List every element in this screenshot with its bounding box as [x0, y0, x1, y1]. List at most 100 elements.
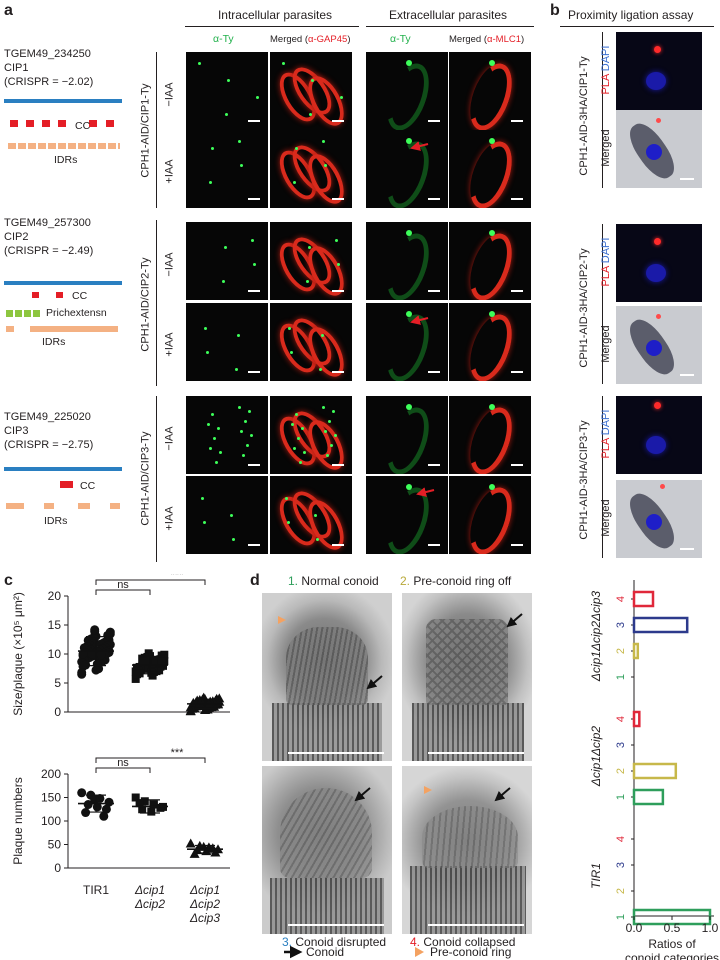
green-dot: [291, 423, 294, 426]
data-point: [156, 803, 165, 812]
green-dot: [303, 451, 306, 454]
y-tick-label: 20: [48, 589, 62, 603]
green-dot: [211, 413, 214, 416]
conoid-group-1: Δcip1Δcip2Δcip3 4 3 2 1: [589, 591, 689, 682]
pla-dot: [654, 238, 661, 245]
green-dot: [489, 60, 495, 66]
micrograph-r1-c2: [270, 52, 352, 130]
green-dot: [240, 430, 243, 433]
y-tick-label: 100: [41, 814, 61, 828]
pla-image-1: [616, 32, 702, 110]
green-dot: [321, 334, 324, 337]
green-dot: [288, 327, 291, 330]
green-dot: [316, 538, 319, 541]
green-dot: [489, 138, 495, 144]
plaque-chart-1: 0 5 10 15 20 Size/plaque (×10⁵ μm²) ns ***: [11, 574, 230, 719]
dapi-text: DAPI: [600, 45, 612, 75]
gene-3-id: TGEM49_225020: [4, 411, 91, 423]
legend-preconoid-label: Pre-conoid ring: [430, 945, 512, 959]
dapi-text: DAPI: [600, 237, 612, 267]
data-point: [83, 800, 93, 810]
scale-bar: [428, 371, 440, 373]
col-header-alpha-ty-1: α-Ty: [213, 33, 234, 45]
green-dot: [306, 280, 309, 283]
data-point: [77, 667, 87, 677]
y-tick-label: 10: [48, 647, 62, 661]
x-tick-label: 0.5: [664, 921, 681, 935]
pla-dot: [654, 402, 661, 409]
gene-2-name: CIP2: [4, 231, 29, 243]
green-dot: [309, 113, 312, 116]
pla-merged-label-1: Merged: [600, 129, 612, 167]
gene-2-cc-label: CC: [72, 290, 88, 302]
gene-1-idr-domains: [8, 143, 120, 149]
em-scalebar-1: [288, 752, 384, 754]
scale-bar: [248, 544, 260, 546]
green-dot: [328, 420, 331, 423]
green-dot: [335, 239, 338, 242]
green-dot: [250, 434, 253, 437]
green-dot: [406, 311, 412, 317]
pla-bracket-3: [602, 396, 603, 558]
em-caption-3-text: Conoid disrupted: [292, 935, 387, 949]
micrograph-r4-c1: [186, 303, 268, 381]
green-dot: [314, 514, 317, 517]
gene-1-id: TGEM49_234250: [4, 48, 91, 60]
data-point: [185, 838, 196, 848]
green-dot: [248, 410, 251, 413]
category-tick-label: 2: [615, 768, 627, 774]
plaque-charts: 0 5 10 15 20 Size/plaque (×10⁵ μm²) ns *** 0 50 10…: [11, 574, 230, 925]
data-point: [131, 674, 140, 683]
strain-2-label: CPH1-AID/CIP2-Ty: [139, 257, 152, 352]
green-dot: [225, 113, 228, 116]
y-tick-label: 15: [48, 618, 62, 632]
significance-label: ns: [117, 579, 129, 591]
scale-bar: [332, 464, 344, 466]
scale-bar: [332, 544, 344, 546]
micrograph-r5-c3: [366, 396, 448, 474]
strain-1-bracket: [156, 52, 157, 208]
bar: [632, 616, 689, 634]
green-dot: [219, 451, 222, 454]
gene-2-crispr: (CRISPR = −2.49): [4, 245, 94, 257]
significance-bracket: [95, 767, 151, 773]
pla-bracket-1: [602, 32, 603, 188]
merged-suffix: ): [521, 34, 525, 45]
data-point: [99, 811, 109, 821]
gene-1-name: CIP1: [4, 62, 29, 74]
strain-2-plus-iaa: +IAA: [163, 332, 176, 357]
scale-bar: [332, 120, 344, 122]
category-tick-label: 4: [615, 596, 627, 602]
gene-2-idr-b: [30, 326, 118, 332]
x-tick-label: 1.0: [702, 921, 719, 935]
micrograph-r5-c1: [186, 396, 268, 474]
em-caption-2-text: Pre-conoid ring off: [410, 574, 512, 588]
x-category-label: Δcip2: [189, 897, 220, 911]
gene-1-crispr: (CRISPR = −2.02): [4, 76, 94, 88]
data-point: [81, 808, 91, 818]
pla-text: PLA: [600, 438, 612, 459]
data-point: [194, 698, 205, 708]
green-dot: [246, 444, 249, 447]
strain-2-bracket: [156, 220, 157, 386]
gene-1-cc-label: CC: [75, 120, 91, 132]
col-header-merged-gap45: Merged (α-GAP45): [270, 34, 350, 46]
pla-dot: [654, 46, 661, 53]
em-caption-3-num: 3.: [282, 935, 293, 949]
micrograph-r2-c1: [186, 130, 268, 208]
green-dot: [322, 140, 325, 143]
micrograph-r1-c3: [366, 52, 448, 130]
data-point: [87, 649, 97, 659]
scale-bar: [511, 371, 523, 373]
y-tick-label: 150: [41, 791, 61, 805]
y-tick-label: 0: [54, 861, 61, 875]
green-dot: [237, 334, 240, 337]
data-point: [91, 665, 101, 675]
x-category-label: Δcip2: [134, 897, 165, 911]
micrograph-r6-c4: [449, 476, 531, 554]
green-dot: [253, 263, 256, 266]
green-dot: [238, 140, 241, 143]
dapi-nucleus: [646, 264, 666, 282]
data-point: [139, 657, 148, 666]
green-dot: [211, 147, 214, 150]
